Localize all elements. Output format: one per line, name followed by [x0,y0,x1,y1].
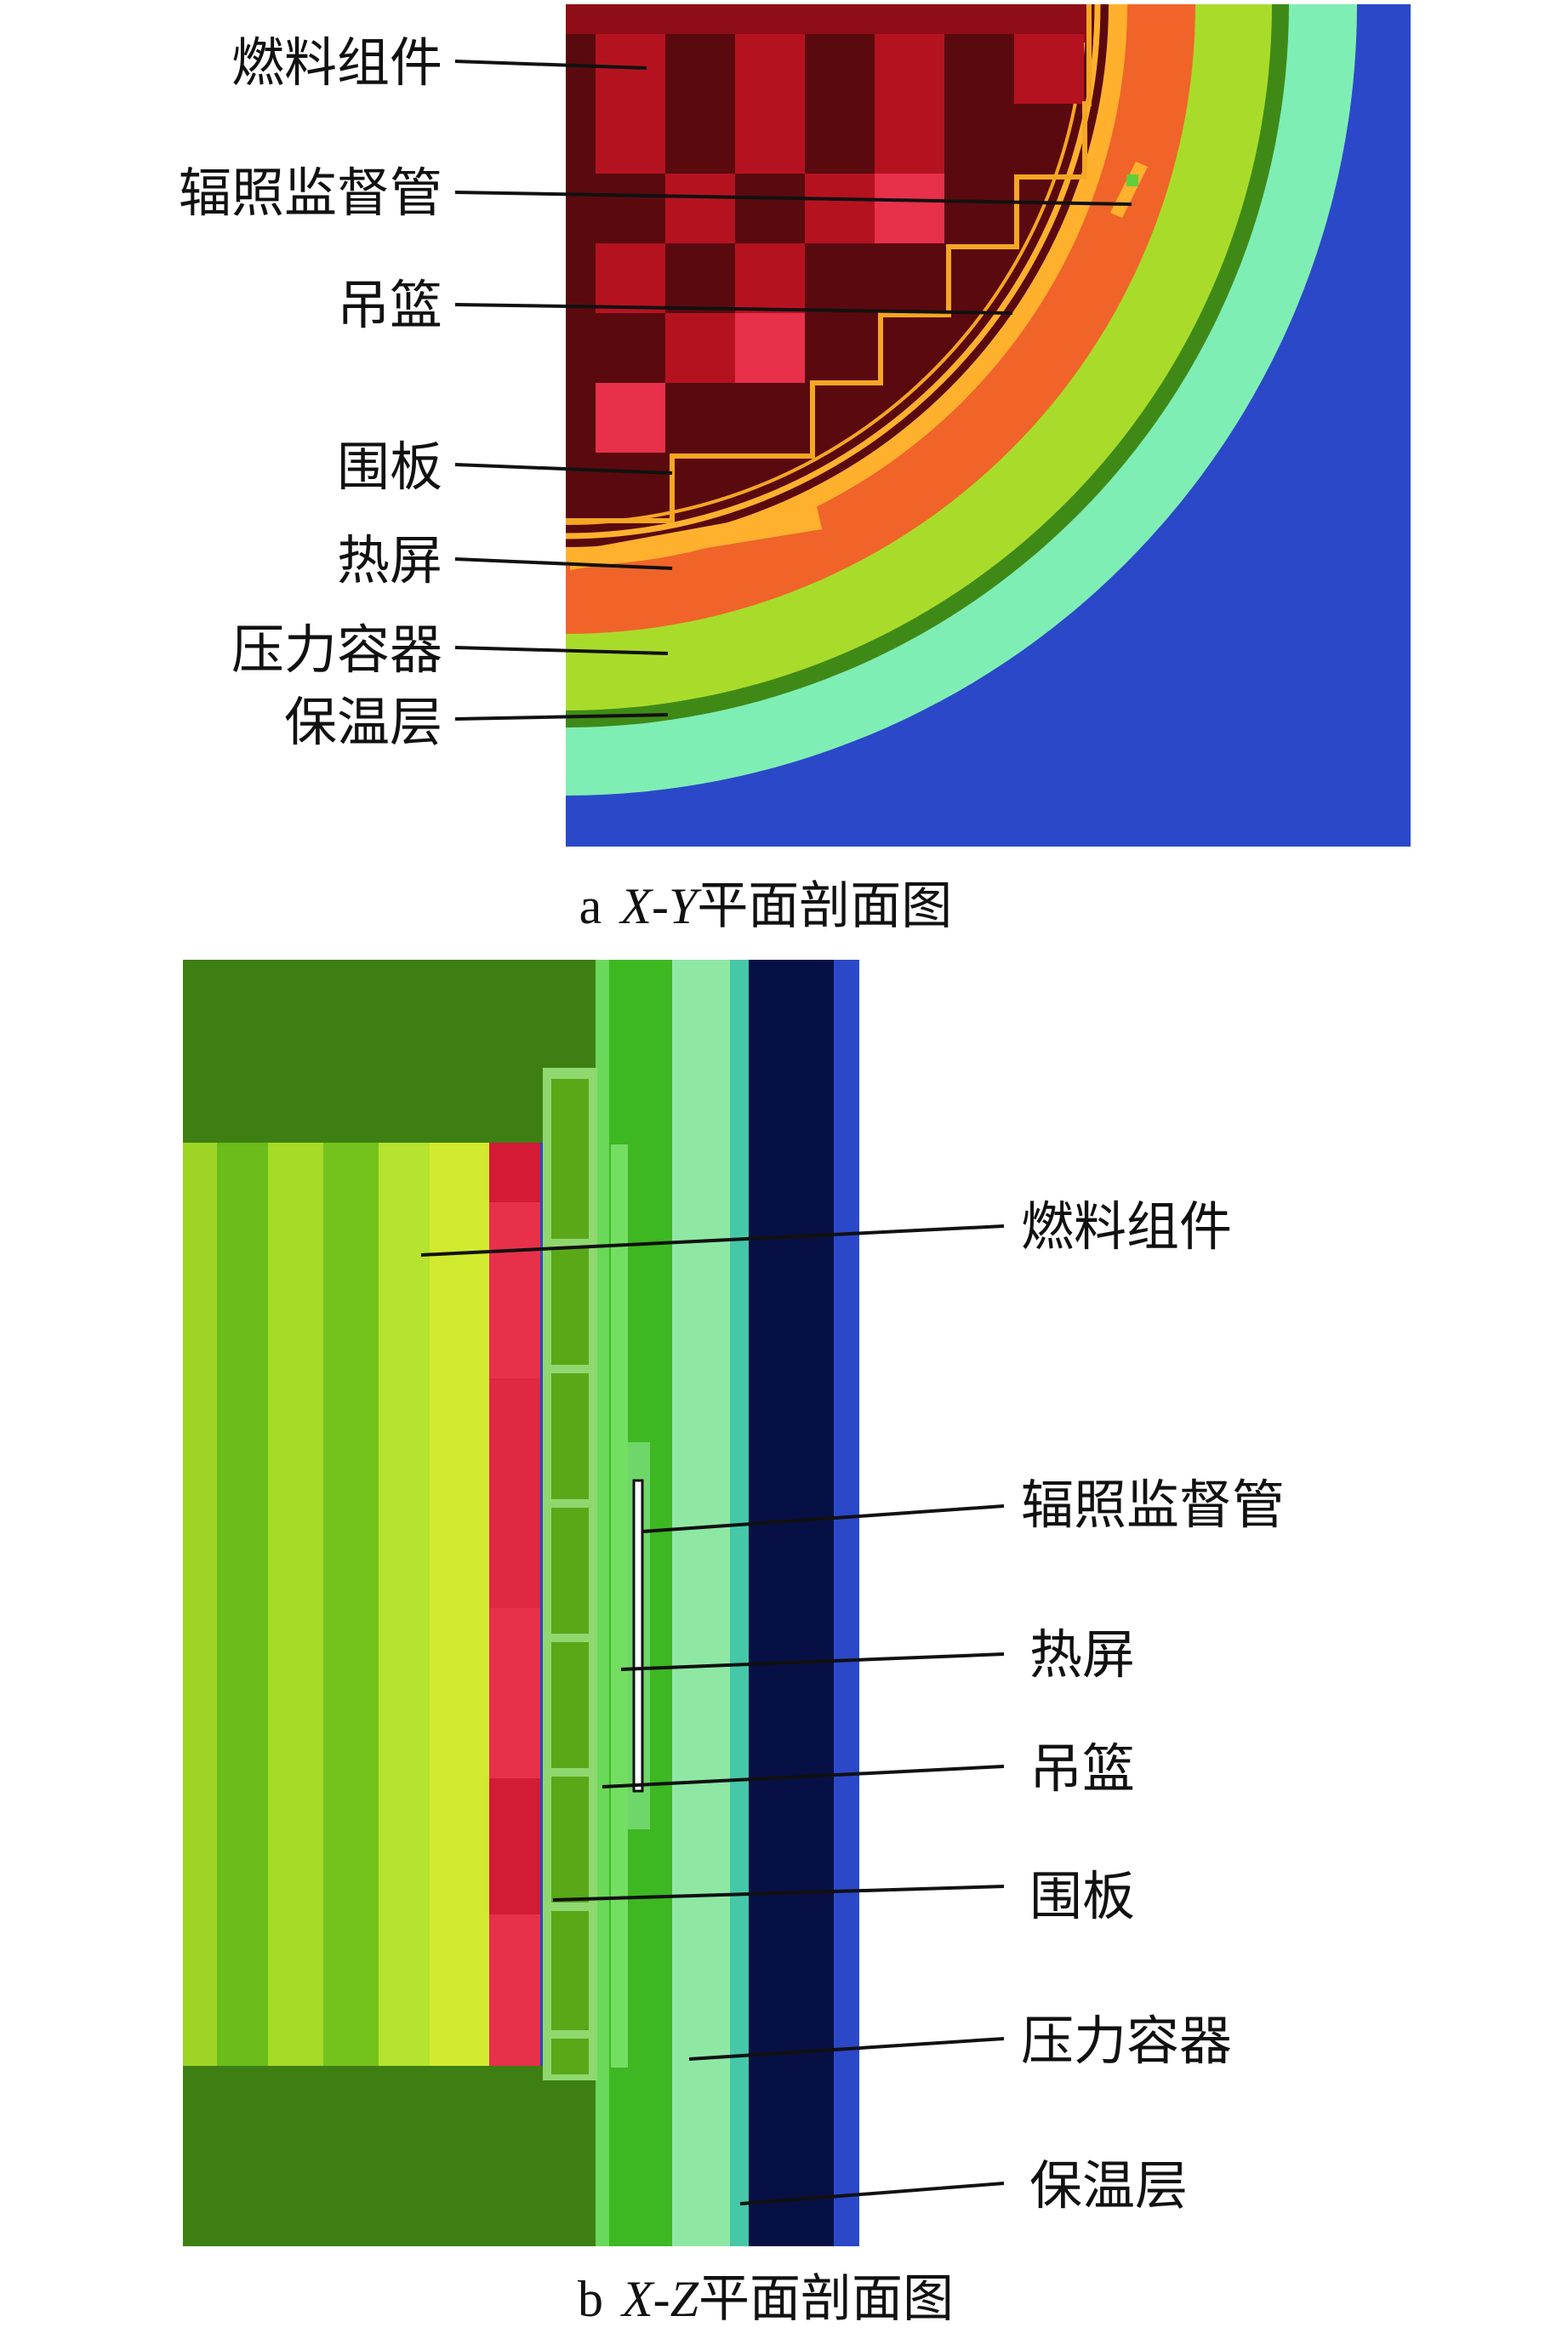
panel-a-xy-section: 燃料组件 辐照监督管 吊篮 围板 热屏 压力容器 保温层 a X-Y平面剖面图 [179,4,1411,934]
label-b-baffle: 围板 [1029,1865,1135,1927]
heat-shield-b [611,1144,628,2068]
caption-a: a X-Y平面剖面图 [579,878,953,934]
label-heat-shield: 热屏 [337,529,442,591]
lower-reflector [183,2066,596,2246]
label-b-heat-shield: 热屏 [1029,1623,1135,1686]
fuel-assemblies [566,4,1089,453]
heat-shield-segment [570,506,822,570]
label-insulation: 保温层 [284,691,442,753]
barrel-b [596,960,609,2246]
surveillance-tube [1126,174,1138,186]
insulation-liner [730,960,749,2246]
pressure-vessel-b [672,960,730,2246]
surveillance-tube-b [632,1479,644,1793]
label-surveillance-tube: 辐照监督管 [179,162,442,224]
label-core-barrel: 吊篮 [337,274,442,336]
baffle-outline [566,4,1092,523]
fuel-columns [183,1143,540,2066]
panel-b-xz-section: 燃料组件 辐照监督管 热屏 吊篮 围板 压力容器 保温层 b X-Z平面剖面图 [183,960,1285,2327]
caption-b: b X-Z平面剖面图 [578,2271,954,2327]
upper-reflector [183,960,596,1143]
label-b-surveillance-tube: 辐照监督管 [1021,1474,1285,1536]
label-b-core-barrel: 吊篮 [1029,1737,1135,1800]
insulation-band [749,960,834,2246]
label-fuel-assembly: 燃料组件 [231,31,442,94]
label-baffle: 围板 [337,436,442,498]
label-b-fuel-assembly: 燃料组件 [1021,1195,1232,1258]
label-pressure-vessel: 压力容器 [231,619,442,681]
baffle-stack [543,1068,597,2080]
label-b-pressure-vessel: 压力容器 [1021,2010,1232,2072]
label-b-insulation: 保温层 [1029,2154,1188,2216]
